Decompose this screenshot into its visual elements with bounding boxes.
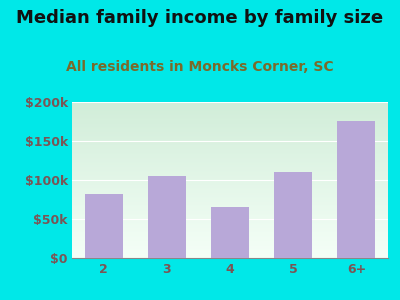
Text: Median family income by family size: Median family income by family size bbox=[16, 9, 384, 27]
Text: All residents in Moncks Corner, SC: All residents in Moncks Corner, SC bbox=[66, 60, 334, 74]
Bar bbox=[211, 207, 249, 258]
Bar bbox=[274, 172, 312, 258]
Bar bbox=[338, 122, 375, 258]
Bar bbox=[148, 176, 186, 258]
Bar bbox=[85, 194, 122, 258]
